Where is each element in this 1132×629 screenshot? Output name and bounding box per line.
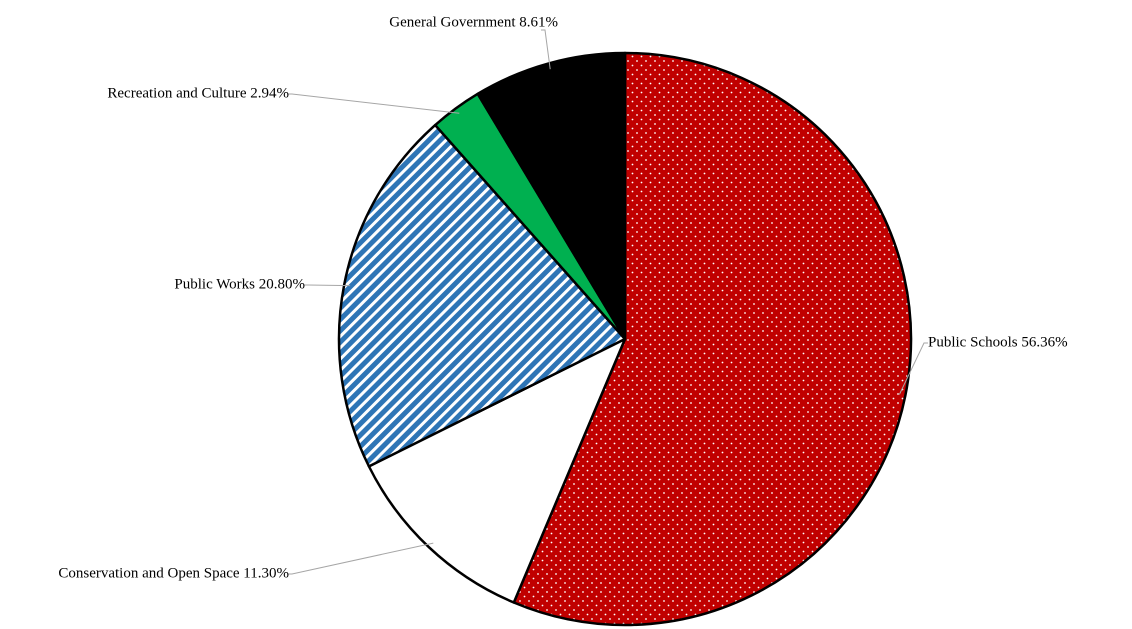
leader-lines xyxy=(288,29,928,575)
slice-general-government xyxy=(476,51,627,341)
data-label-public-schools: Public Schools 56.36% xyxy=(928,334,1068,350)
pie-slices xyxy=(337,51,913,627)
slice-public-works xyxy=(337,123,627,468)
data-label-conservation-and-open-space: Conservation and Open Space 11.30% xyxy=(58,565,289,581)
slice-public-schools xyxy=(512,51,913,627)
leader-line-conservation-and-open-space xyxy=(288,542,434,575)
data-label-general-government: General Government 8.61% xyxy=(389,14,558,30)
data-labels: Public Schools 56.36% Conservation and Op… xyxy=(58,14,1067,581)
data-label-public-works: Public Works 20.80% xyxy=(174,276,305,292)
leader-line-public-works xyxy=(304,284,351,287)
leader-line-recreation-and-culture xyxy=(288,93,460,114)
leader-line-general-government xyxy=(541,29,551,70)
data-label-recreation-and-culture: Recreation and Culture 2.94% xyxy=(107,85,289,101)
leader-line-public-schools xyxy=(898,342,928,395)
slice-conservation-and-open-space xyxy=(367,337,627,604)
